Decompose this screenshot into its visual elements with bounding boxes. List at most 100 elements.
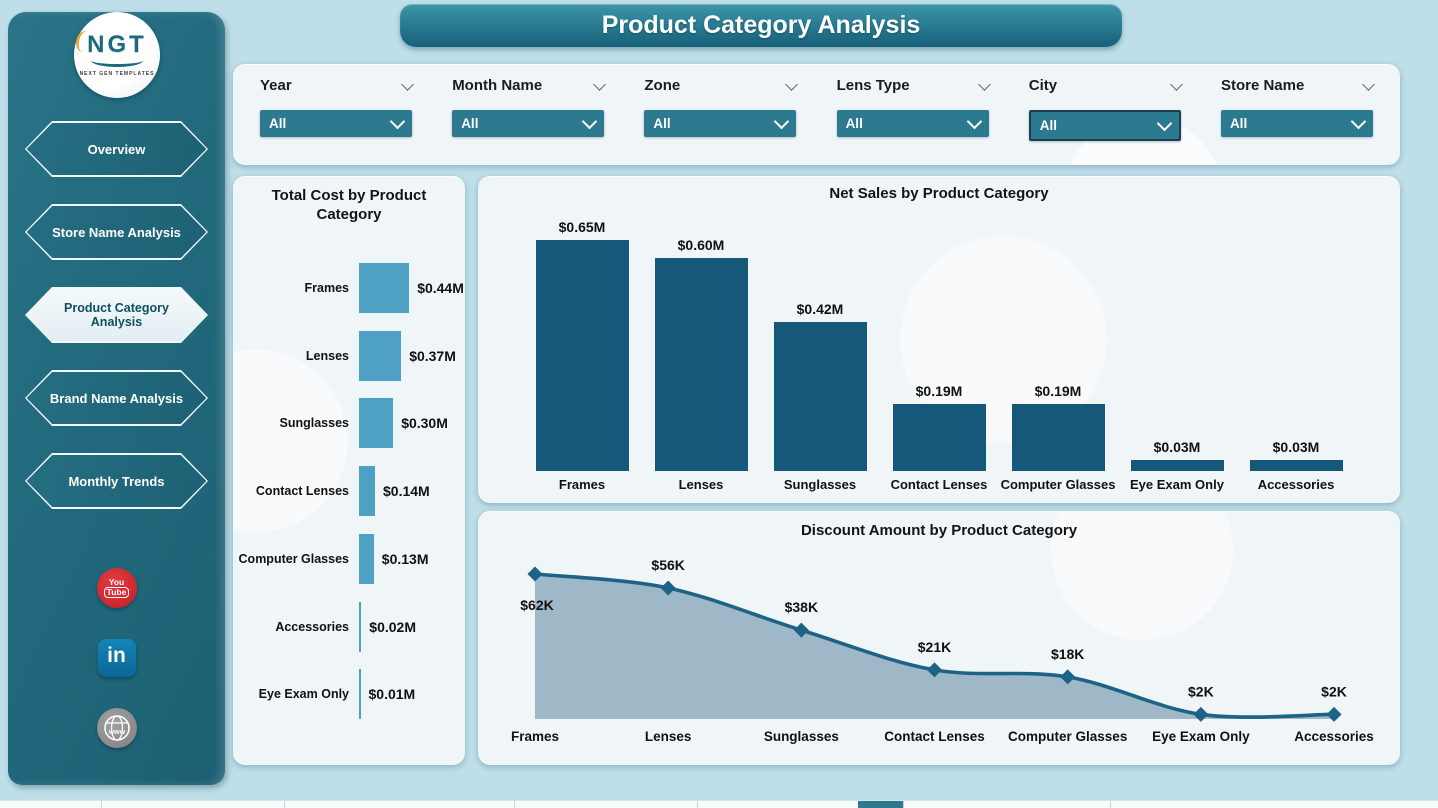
table-row: Lenses $0.37M <box>233 322 465 390</box>
bar[interactable] <box>359 398 394 449</box>
filter-lens-type: Lens Type All <box>836 77 991 141</box>
filter-header[interactable]: Store Name <box>1221 77 1375 101</box>
bar-value-label: $0.14M <box>383 483 430 500</box>
table-row: Computer Glasses $0.13M <box>233 525 465 593</box>
bar-value-label: $0.13M <box>381 550 429 567</box>
x-axis-label: Sunglasses <box>783 477 857 492</box>
x-axis-label: Frames <box>558 477 606 492</box>
sidebar-item-monthly-trends[interactable]: Monthly Trends <box>25 453 208 509</box>
filter-dropdown[interactable]: All <box>1028 110 1181 141</box>
bar[interactable] <box>359 466 375 517</box>
chevron-down-icon <box>774 113 790 130</box>
sidebar-item-product-category-analysis[interactable]: Product Category Analysis <box>25 287 208 343</box>
bar-category-label: Computer Glasses <box>238 551 349 566</box>
x-axis-label: Lenses <box>645 729 692 744</box>
x-axis-label: Contact Lenses <box>890 477 988 492</box>
bar[interactable] <box>1011 404 1105 471</box>
chevron-down-icon <box>785 78 799 91</box>
x-axis-label: Contact Lenses <box>884 729 985 744</box>
bar-value-label: $0.37M <box>409 347 456 364</box>
bar-column: $0.19M <box>999 383 1118 471</box>
filter-dropdown[interactable]: All <box>452 110 605 137</box>
filter-dropdown[interactable]: All <box>260 110 412 137</box>
table-row: Contact Lenses $0.14M <box>233 457 465 525</box>
page-title: Product Category Analysis <box>601 11 921 39</box>
bar[interactable] <box>892 404 986 471</box>
filter-label: Zone <box>644 77 681 94</box>
page-tab-strip[interactable] <box>0 800 1438 808</box>
active-page-tab[interactable] <box>858 801 903 808</box>
bar-value-label: $0.03M <box>1272 439 1320 455</box>
sidebar-item-store-name-analysis[interactable]: Store Name Analysis <box>25 204 208 260</box>
x-axis-label: Computer Glasses <box>1008 729 1127 744</box>
bar-value-label: $0.02M <box>369 618 416 635</box>
filter-header[interactable]: City <box>1028 77 1183 101</box>
bar[interactable] <box>773 322 867 471</box>
chevron-down-icon <box>593 78 607 91</box>
filter-header[interactable]: Year <box>260 77 414 101</box>
filter-dropdown[interactable]: All <box>1220 110 1373 137</box>
filter-year: Year All <box>260 77 414 141</box>
point-value-label: $62K <box>520 597 553 613</box>
bar[interactable] <box>535 240 629 471</box>
sidebar-item-overview[interactable]: Overview <box>25 121 208 177</box>
area-fill <box>535 574 1335 719</box>
linkedin-icon[interactable]: in <box>97 639 136 677</box>
table-row: Eye Exam Only $0.01M <box>233 660 465 728</box>
data-point-marker[interactable] <box>1193 706 1209 722</box>
point-value-label: $38K <box>785 599 818 615</box>
filter-header[interactable]: Month Name <box>452 77 607 101</box>
bar[interactable] <box>654 258 748 471</box>
bar[interactable] <box>359 601 362 652</box>
data-point-marker[interactable] <box>927 662 943 678</box>
filter-panel: Year All Month Name All Zone All Lens Type All C… <box>233 64 1400 165</box>
filter-dropdown[interactable]: All <box>836 110 989 137</box>
sidebar-item-label: Overview <box>87 141 146 157</box>
point-value-label: $21K <box>918 639 951 655</box>
chevron-down-icon <box>389 113 406 130</box>
nav-button-face: Brand Name Analysis <box>27 372 207 425</box>
website-globe-icon[interactable]: www <box>96 708 137 748</box>
youtube-icon-text: Tube <box>103 587 130 599</box>
table-row: Sunglasses $0.30M <box>233 389 465 457</box>
svg-text:www: www <box>107 729 125 736</box>
point-value-label: $56K <box>651 557 684 573</box>
total-cost-chart-panel: Total Cost by Product Category Frames $0.… <box>233 176 465 765</box>
filter-header[interactable]: Zone <box>644 77 799 101</box>
bar-value-label: $0.30M <box>401 415 448 432</box>
logo-subtitle: NEXT GEN TEMPLATES <box>79 71 155 77</box>
filter-label: City <box>1028 77 1058 94</box>
sidebar-item-brand-name-analysis[interactable]: Brand Name Analysis <box>25 370 208 426</box>
filter-selected-value: All <box>1039 118 1058 133</box>
chevron-down-icon <box>1156 115 1173 132</box>
logo-swoosh <box>91 54 143 67</box>
bar[interactable] <box>359 330 402 381</box>
bar[interactable] <box>359 533 374 584</box>
filter-dropdown[interactable]: All <box>644 110 797 137</box>
data-point-marker[interactable] <box>1060 669 1076 685</box>
filter-label: Lens Type <box>836 77 910 94</box>
data-point-marker[interactable] <box>1326 706 1342 722</box>
filter-header[interactable]: Lens Type <box>836 77 991 101</box>
bar-category-label: Sunglasses <box>279 416 349 431</box>
nav-button-face: Store Name Analysis <box>27 206 207 259</box>
filter-row: Year All Month Name All Zone All Lens Type All C… <box>233 64 1400 141</box>
page-tab-divider <box>101 801 102 808</box>
youtube-icon[interactable]: You Tube <box>96 568 137 608</box>
bar[interactable] <box>1130 460 1224 471</box>
net-sales-bars: $0.65M $0.60M $0.42M $0.19M $0.19M $0.03M $0.0… <box>478 216 1400 471</box>
data-point-marker[interactable] <box>793 622 809 638</box>
bar-category-label: Lenses <box>305 348 349 363</box>
x-axis-label: Frames <box>511 729 559 744</box>
bar-category-label: Frames <box>304 281 349 295</box>
bar-value-label: $0.60M <box>677 237 725 253</box>
bar[interactable] <box>359 669 361 720</box>
bar[interactable] <box>359 263 410 313</box>
x-axis-label: Lenses <box>678 477 724 492</box>
nav-button-face: Monthly Trends <box>27 455 207 508</box>
data-point-marker[interactable] <box>527 566 543 582</box>
x-axis-label: Computer Glasses <box>1000 477 1116 492</box>
discount-area-chart: $62K Frames $56K Lenses $38K Sunglasses $21K Co… <box>511 557 1374 744</box>
data-point-marker[interactable] <box>660 580 676 596</box>
bar[interactable] <box>1249 460 1343 471</box>
